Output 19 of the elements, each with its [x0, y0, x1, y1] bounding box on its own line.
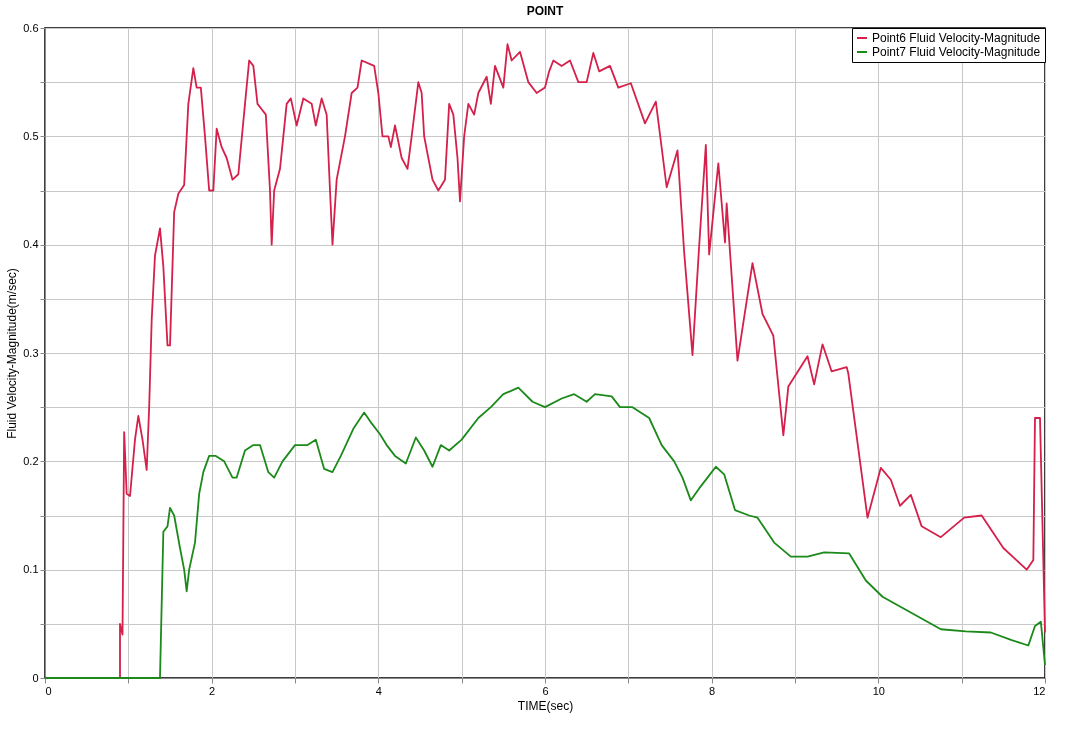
y-tick-label: 0.1 — [23, 563, 39, 576]
chart-title: POINT — [526, 4, 564, 18]
x-tick-label: 12 — [1033, 684, 1046, 697]
y-tick-label: 0.4 — [23, 238, 39, 251]
x-tick-label: 2 — [209, 684, 216, 697]
y-tick-label: 0.6 — [23, 21, 39, 34]
x-axis-title: TIME(sec) — [517, 698, 574, 713]
x-tick-label: 0 — [45, 684, 52, 697]
y-tick-label: 0.5 — [23, 129, 39, 142]
y-axis-title: Fluid Velocity-Magnitude(m/sec) — [5, 268, 20, 439]
legend-label: Point7 Fluid Velocity-Magnitude — [872, 45, 1041, 59]
y-tick-label: 0 — [32, 671, 39, 684]
x-tick-label: 6 — [542, 684, 549, 697]
x-tick-label: 10 — [872, 684, 885, 697]
legend-label: Point6 Fluid Velocity-Magnitude — [872, 31, 1041, 45]
x-tick-label: 4 — [375, 684, 382, 697]
y-tick-label: 0.2 — [23, 454, 39, 467]
x-tick-label: 8 — [709, 684, 716, 697]
y-tick-label: 0.3 — [23, 346, 39, 359]
